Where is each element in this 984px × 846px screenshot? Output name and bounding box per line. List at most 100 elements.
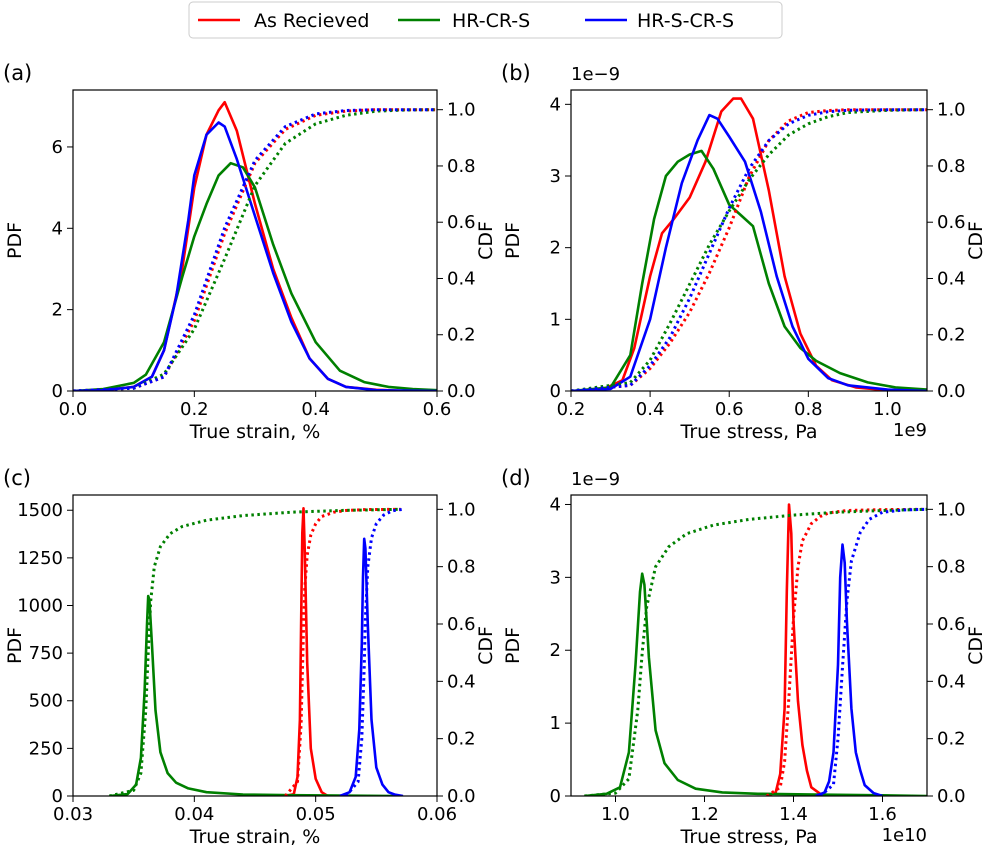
y-tick-label: 750: [29, 643, 63, 664]
x-tick-label: 0.4: [301, 399, 330, 420]
y2-tick-label: 0.8: [447, 156, 476, 177]
y2-tick-label: 0.6: [447, 212, 476, 233]
chart-panel: 0.0 0.2 0.4 0.6 0 2 4 6 0.0 0.2 0.4 0.6 0.8 1.0 True s…: [3, 61, 497, 443]
y-tick-label: 6: [52, 137, 63, 158]
cdf-line: [109, 507, 401, 796]
legend-entry-label: As Recieved: [254, 10, 369, 32]
y-tick-label: 1: [550, 309, 561, 330]
cdf-line: [571, 108, 927, 391]
x-tick-label: 0.06: [417, 804, 457, 825]
y2-tick-label: 1.0: [937, 499, 966, 520]
y2-axis-label: CDF: [965, 221, 984, 260]
x-tick-label: 1.4: [779, 804, 808, 825]
y2-tick-label: 0.4: [447, 671, 476, 692]
x-tick-label: 0.0: [59, 399, 88, 420]
y-tick-label: 500: [29, 691, 63, 712]
y2-tick-label: 0.2: [447, 729, 476, 750]
plot-frame: [72, 89, 438, 392]
y2-tick-label: 0.0: [447, 381, 476, 402]
y-tick-label: 0: [52, 786, 63, 807]
x-axis-label: True stress, Pa: [680, 421, 818, 443]
pdf-line: [109, 594, 401, 796]
cdf-line: [819, 507, 927, 796]
x-tick-label: 0.03: [53, 804, 93, 825]
y2-tick-label: 0.0: [937, 381, 966, 402]
pdf-line: [339, 537, 404, 796]
x-tick-label: 0.04: [174, 804, 214, 825]
y-tick-label: 1500: [17, 500, 63, 521]
plot-frame: [72, 494, 438, 797]
y-axis-label: PDF: [502, 222, 524, 259]
y2-axis-label: CDF: [965, 626, 984, 665]
pdf-line: [285, 506, 329, 796]
cdf-line: [73, 108, 437, 391]
cdf-line: [571, 108, 927, 391]
y-offset-label: 1e−9: [571, 64, 620, 85]
x-tick-label: 1.0: [873, 399, 902, 420]
y-tick-label: 2: [550, 238, 561, 259]
x-tick-label: 0.2: [557, 399, 586, 420]
y2-tick-label: 0.8: [447, 557, 476, 578]
y2-tick-label: 0.2: [937, 325, 966, 346]
y2-tick-label: 1.0: [447, 499, 476, 520]
pdf-line: [584, 572, 927, 796]
x-axis-label: True strain, %: [189, 826, 321, 846]
y2-tick-label: 1.0: [937, 100, 966, 121]
y2-tick-label: 0.4: [937, 671, 966, 692]
chart-panel: 1.0 1.2 1.4 1.6 0 1 2 3 4 0.0 0.2 0.4 0.6 0.8 1.0 True …: [501, 466, 984, 846]
y2-tick-label: 0.0: [937, 786, 966, 807]
cdf-line: [73, 108, 437, 391]
chart-panel: 0.03 0.04 0.05 0.06 0 250 500 750 1000 1250 1500 0.…: [3, 466, 497, 846]
y2-axis-label: CDF: [475, 626, 497, 665]
y2-tick-label: 0.6: [447, 614, 476, 635]
cdf-line: [344, 507, 404, 796]
x-offset-label: 1e10: [882, 825, 927, 846]
panel-label: (d): [501, 466, 531, 490]
pdf-line: [73, 161, 437, 391]
y-tick-label: 2: [52, 300, 63, 321]
pdf-line: [571, 149, 927, 391]
x-tick-label: 1.2: [690, 804, 719, 825]
y2-tick-label: 0.8: [937, 156, 966, 177]
y2-tick-label: 0.8: [937, 557, 966, 578]
y2-tick-label: 0.2: [937, 729, 966, 750]
panel-label: (c): [3, 466, 31, 490]
pdf-line: [766, 503, 830, 796]
x-tick-label: 0.2: [180, 399, 209, 420]
x-tick-label: 0.8: [794, 399, 823, 420]
x-tick-label: 0.6: [715, 399, 744, 420]
y-offset-label: 1e−9: [571, 469, 620, 490]
panel-label: (b): [501, 61, 531, 85]
y-tick-label: 2: [550, 640, 561, 661]
y2-tick-label: 0.2: [447, 325, 476, 346]
x-tick-label: 1.0: [601, 804, 630, 825]
y2-tick-label: 0.6: [937, 212, 966, 233]
x-offset-label: 1e9: [893, 420, 927, 441]
y-tick-label: 1: [550, 713, 561, 734]
y2-tick-label: 0.4: [447, 268, 476, 289]
pdf-line: [571, 97, 927, 391]
y2-tick-label: 0.6: [937, 614, 966, 635]
pdf-line: [571, 113, 927, 391]
legend-entry-label: HR-CR-S: [452, 10, 530, 32]
y-tick-label: 250: [29, 738, 63, 759]
y-axis-label: PDF: [4, 222, 26, 259]
legend-entry-label: HR-S-CR-S: [637, 10, 734, 32]
y-axis-label: PDF: [4, 627, 26, 664]
cdf-line: [765, 507, 927, 796]
y2-tick-label: 1.0: [447, 100, 476, 121]
pdf-line: [815, 543, 883, 796]
legend: As Recieved HR-CR-S HR-S-CR-S: [188, 1, 783, 39]
x-tick-label: 0.05: [296, 804, 336, 825]
x-axis-label: True strain, %: [189, 421, 321, 443]
y2-tick-label: 0.0: [447, 786, 476, 807]
cdf-line: [284, 507, 401, 796]
y-tick-label: 1000: [17, 595, 63, 616]
y2-tick-label: 0.4: [937, 268, 966, 289]
cdf-line: [571, 108, 927, 391]
x-tick-label: 0.6: [423, 399, 452, 420]
y-tick-label: 4: [550, 494, 561, 515]
x-tick-label: 0.4: [636, 399, 665, 420]
chart-panels: 0.0 0.2 0.4 0.6 0 2 4 6 0.0 0.2 0.4 0.6 0.8 1.0 True s…: [3, 61, 984, 846]
